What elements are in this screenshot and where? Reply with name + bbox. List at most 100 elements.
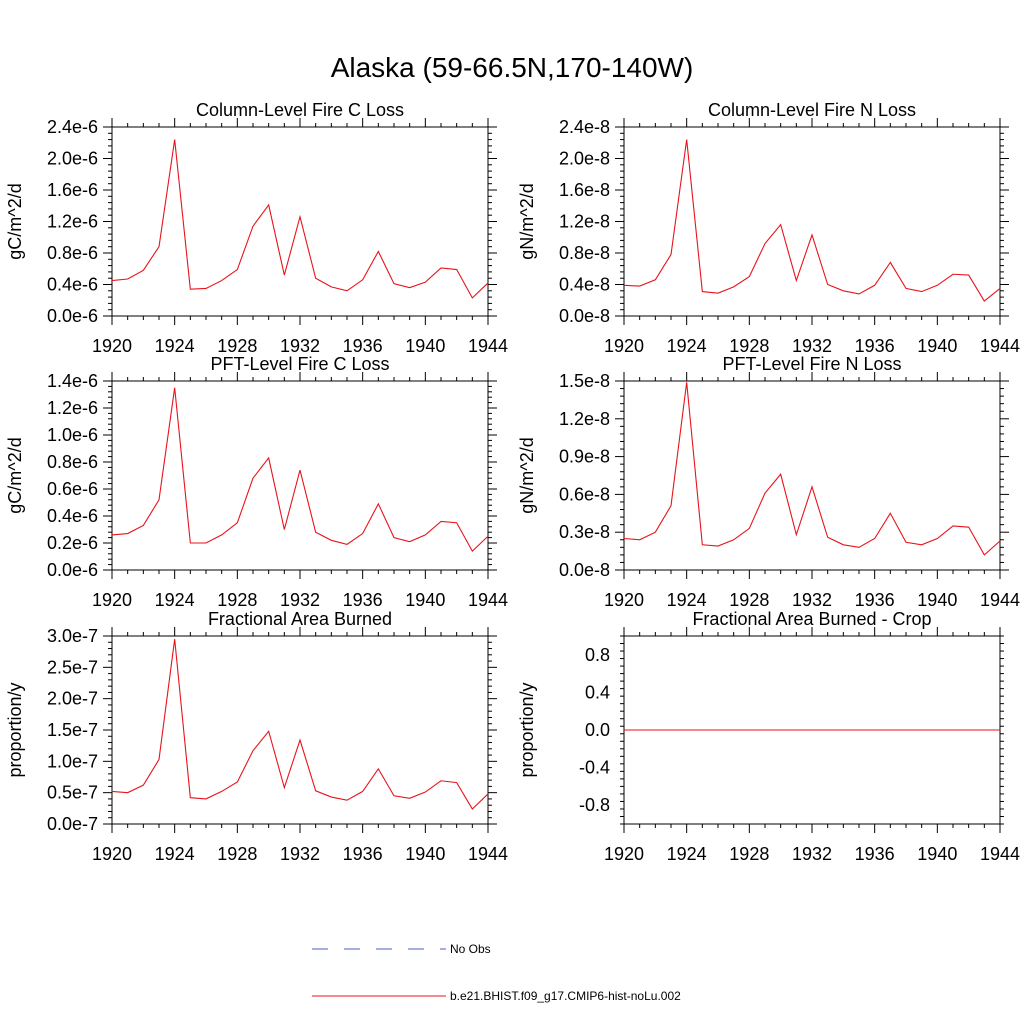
- y-tick-label: 0.8: [585, 645, 610, 665]
- x-tick-label: 1932: [280, 844, 320, 864]
- y-tick-label: 1.5e-7: [47, 720, 98, 740]
- y-tick-label: 0.0e-8: [559, 306, 610, 326]
- chart-panel-pft-level-fire-c-loss: PFT-Level Fire C Loss gC/m^2/d 1920 1924 192…: [5, 354, 508, 610]
- chart-title: PFT-Level Fire N Loss: [722, 354, 901, 374]
- y-tick-label: 0.9e-8: [559, 447, 610, 467]
- chart-panel-pft-level-fire-n-loss: PFT-Level Fire N Loss gN/m^2/d 1920 1924 192…: [517, 354, 1020, 610]
- y-tick-label: 0.6e-6: [47, 479, 98, 499]
- chart-title: Fractional Area Burned - Crop: [692, 609, 931, 629]
- x-tick-label: 1920: [604, 590, 644, 610]
- x-tick-label: 1924: [667, 844, 707, 864]
- chart-title: Column-Level Fire C Loss: [196, 100, 404, 120]
- plot-frame: [111, 380, 489, 571]
- legend-label-model: b.e21.BHIST.f09_g17.CMIP6-hist-noLu.002: [450, 989, 681, 1003]
- plot-frame: [111, 126, 489, 317]
- series-line-0: [111, 639, 489, 810]
- y-tick-label: 1.2e-8: [559, 409, 610, 429]
- x-tick-label: 1936: [343, 336, 383, 356]
- x-tick-label: 1928: [217, 844, 257, 864]
- y-tick-label: 0.0e-6: [47, 306, 98, 326]
- y-tick-label: 1.2e-6: [47, 212, 98, 232]
- y-axis-label: gC/m^2/d: [5, 183, 25, 259]
- x-tick-label: 1924: [155, 590, 195, 610]
- series-line-0: [111, 139, 489, 299]
- chart-title: Column-Level Fire N Loss: [708, 100, 916, 120]
- x-tick-label: 1920: [604, 336, 644, 356]
- y-tick-label: 0.0e-8: [559, 560, 610, 580]
- y-tick-label: 0.4e-8: [559, 275, 610, 295]
- y-tick-label: 2.5e-7: [47, 657, 98, 677]
- x-tick-label: 1932: [280, 590, 320, 610]
- y-tick-label: 1.2e-8: [559, 212, 610, 232]
- plot-frame: [111, 635, 489, 825]
- page-title: Alaska (59-66.5N,170-140W): [330, 52, 694, 83]
- y-tick-label: 0.5e-7: [47, 783, 98, 803]
- y-axis-label: proportion/y: [517, 682, 537, 777]
- x-tick-label: 1940: [917, 844, 957, 864]
- series-line-0: [623, 382, 1001, 556]
- x-tick-label: 1936: [855, 590, 895, 610]
- y-tick-label: 0.4e-6: [47, 275, 98, 295]
- y-tick-label: 1.5e-8: [559, 371, 610, 391]
- chart-panel-fractional-area-burned-crop: Fractional Area Burned - Crop proportion/…: [517, 609, 1020, 864]
- y-tick-label: 0.4: [585, 682, 610, 702]
- y-tick-label: -0.8: [579, 795, 610, 815]
- y-tick-label: 1.0e-6: [47, 425, 98, 445]
- y-tick-label: 0.8e-6: [47, 452, 98, 472]
- y-tick-label: 0.0e-6: [47, 560, 98, 580]
- chart-title: PFT-Level Fire C Loss: [210, 354, 389, 374]
- y-tick-label: 0.8e-6: [47, 243, 98, 263]
- y-tick-label: 0.0: [585, 720, 610, 740]
- plot-frame: [623, 126, 1001, 317]
- x-tick-label: 1940: [917, 336, 957, 356]
- y-tick-label: 0.8e-8: [559, 243, 610, 263]
- y-axis-label: gN/m^2/d: [517, 183, 537, 259]
- x-tick-label: 1928: [729, 590, 769, 610]
- plot-frame: [623, 380, 1001, 571]
- y-tick-label: 2.0e-7: [47, 689, 98, 709]
- x-tick-label: 1944: [980, 336, 1020, 356]
- x-tick-label: 1936: [855, 844, 895, 864]
- x-tick-label: 1928: [729, 844, 769, 864]
- series-line-0: [623, 139, 1001, 302]
- y-tick-label: 0.3e-8: [559, 522, 610, 542]
- y-tick-label: 0.6e-8: [559, 484, 610, 504]
- x-tick-label: 1940: [405, 590, 445, 610]
- x-tick-label: 1928: [217, 590, 257, 610]
- x-tick-label: 1920: [92, 590, 132, 610]
- x-tick-label: 1936: [855, 336, 895, 356]
- x-tick-label: 1920: [92, 336, 132, 356]
- y-tick-label: 3.0e-7: [47, 626, 98, 646]
- x-tick-label: 1944: [468, 844, 508, 864]
- x-tick-label: 1944: [980, 590, 1020, 610]
- y-tick-label: 0.4e-6: [47, 506, 98, 526]
- y-axis-label: proportion/y: [5, 682, 25, 777]
- x-tick-label: 1928: [729, 336, 769, 356]
- x-tick-label: 1924: [155, 844, 195, 864]
- x-tick-label: 1924: [667, 336, 707, 356]
- y-tick-label: 2.0e-8: [559, 149, 610, 169]
- x-tick-label: 1932: [792, 336, 832, 356]
- y-tick-label: 2.0e-6: [47, 149, 98, 169]
- y-tick-label: 1.4e-6: [47, 371, 98, 391]
- chart-panel-column-level-fire-n-loss: Column-Level Fire N Loss gN/m^2/d 1920 1924…: [517, 100, 1020, 356]
- x-tick-label: 1940: [405, 336, 445, 356]
- x-tick-label: 1944: [468, 590, 508, 610]
- y-tick-label: 0.0e-7: [47, 814, 98, 834]
- x-tick-label: 1936: [343, 590, 383, 610]
- x-tick-label: 1932: [280, 336, 320, 356]
- y-tick-label: 1.6e-8: [559, 180, 610, 200]
- y-tick-label: 1.2e-6: [47, 398, 98, 418]
- chart-panel-column-level-fire-c-loss: Column-Level Fire C Loss gC/m^2/d 1920 1924…: [5, 100, 508, 356]
- legend-label-no-obs: No Obs: [450, 942, 491, 956]
- y-tick-label: -0.4: [579, 758, 610, 778]
- x-tick-label: 1924: [155, 336, 195, 356]
- y-axis-label: gN/m^2/d: [517, 437, 537, 513]
- x-tick-label: 1924: [667, 590, 707, 610]
- y-tick-label: 0.2e-6: [47, 533, 98, 553]
- x-tick-label: 1940: [917, 590, 957, 610]
- y-tick-label: 1.6e-6: [47, 180, 98, 200]
- y-tick-label: 1.0e-7: [47, 751, 98, 771]
- x-tick-label: 1944: [980, 844, 1020, 864]
